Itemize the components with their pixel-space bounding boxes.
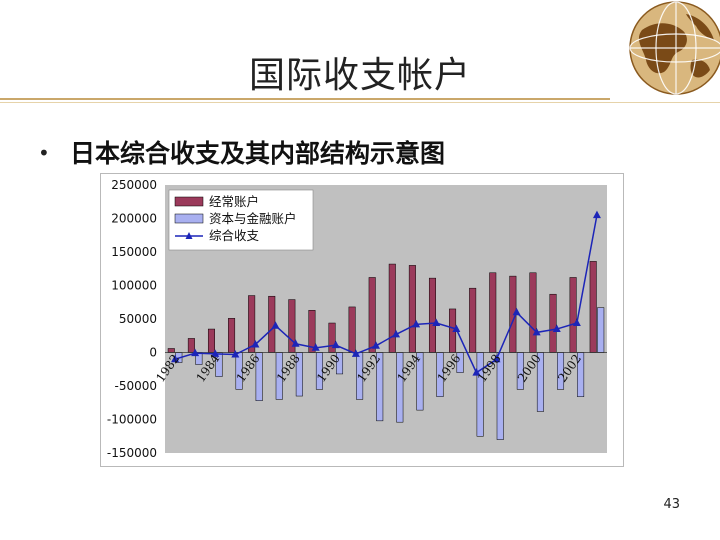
bar-current-account [549, 293, 557, 353]
overall-balance-point [412, 319, 421, 328]
legend-label: 资本与金融账户 [209, 211, 297, 226]
overall-balance-point [432, 318, 441, 327]
overall-balance-point [572, 318, 581, 327]
bar-current-account [469, 287, 477, 353]
overall-balance-point [271, 321, 280, 329]
overall-balance-point [371, 341, 380, 349]
y-tick-label: -50000 [114, 379, 157, 393]
globe-logo-icon [612, 0, 720, 96]
y-tick-label: 100000 [111, 279, 157, 293]
slide-title: 国际收支帐户 [248, 55, 471, 96]
bar-current-account [207, 328, 215, 353]
overall-balance-line [174, 215, 598, 374]
bar-current-account [228, 318, 236, 353]
overall-balance-point [472, 368, 481, 376]
overall-balance-point [592, 210, 601, 219]
overall-balance-point [351, 349, 360, 357]
title-divider-thin [0, 102, 720, 103]
overall-balance-point [231, 350, 240, 358]
overall-balance-point [311, 343, 320, 351]
bullet-marker: • [38, 141, 50, 165]
overall-balance-point [392, 329, 401, 338]
bar-capital-financial [396, 352, 404, 423]
legend-label: 综合收支 [209, 228, 260, 243]
y-tick-label: 50000 [119, 312, 157, 326]
chart-frame: 250000 200000 150000 100000 50000 0 -50000 -100… [100, 173, 624, 467]
overall-balance-point [552, 324, 561, 333]
y-tick-label: 150000 [111, 245, 157, 259]
overall-balance-point [452, 324, 461, 333]
bar-current-account [428, 277, 436, 353]
y-tick-label: -150000 [107, 446, 157, 460]
bar-current-account [348, 306, 356, 353]
bullet-text: 日本综合收支及其内部结构示意图 [70, 139, 446, 168]
overall-balance-point [251, 339, 260, 348]
legend-swatch [174, 213, 204, 224]
title-divider [0, 98, 610, 100]
bar-current-account [187, 338, 195, 353]
y-tick-label: -100000 [107, 413, 157, 427]
y-tick-label: 200000 [111, 212, 157, 226]
bar-current-account [408, 265, 416, 353]
page-number: 43 [663, 497, 680, 512]
legend-label: 经常账户 [209, 194, 259, 209]
bar-current-account [388, 263, 396, 353]
bar-current-account [167, 348, 175, 353]
bar-current-account [529, 272, 537, 353]
chart-svg: 250000 200000 150000 100000 50000 0 -50000 -100… [107, 178, 607, 460]
overall-balance-point [191, 348, 200, 357]
overall-balance-point [211, 349, 220, 357]
overall-balance-point [512, 307, 521, 316]
overall-balance-point [492, 354, 501, 363]
y-tick-label: 0 [149, 346, 157, 360]
bar-current-account [589, 261, 597, 353]
bar-current-account [368, 277, 376, 353]
bar-capital-financial [597, 307, 605, 353]
bar-current-account [489, 272, 497, 353]
legend-swatch [174, 196, 204, 207]
overall-balance-point [532, 327, 541, 336]
bar-current-account [569, 277, 577, 353]
overall-balance-point [331, 340, 340, 349]
legend-marker [185, 232, 193, 239]
y-tick-label: 250000 [111, 178, 157, 192]
overall-balance-point [291, 339, 300, 347]
overall-balance-point [171, 354, 180, 363]
